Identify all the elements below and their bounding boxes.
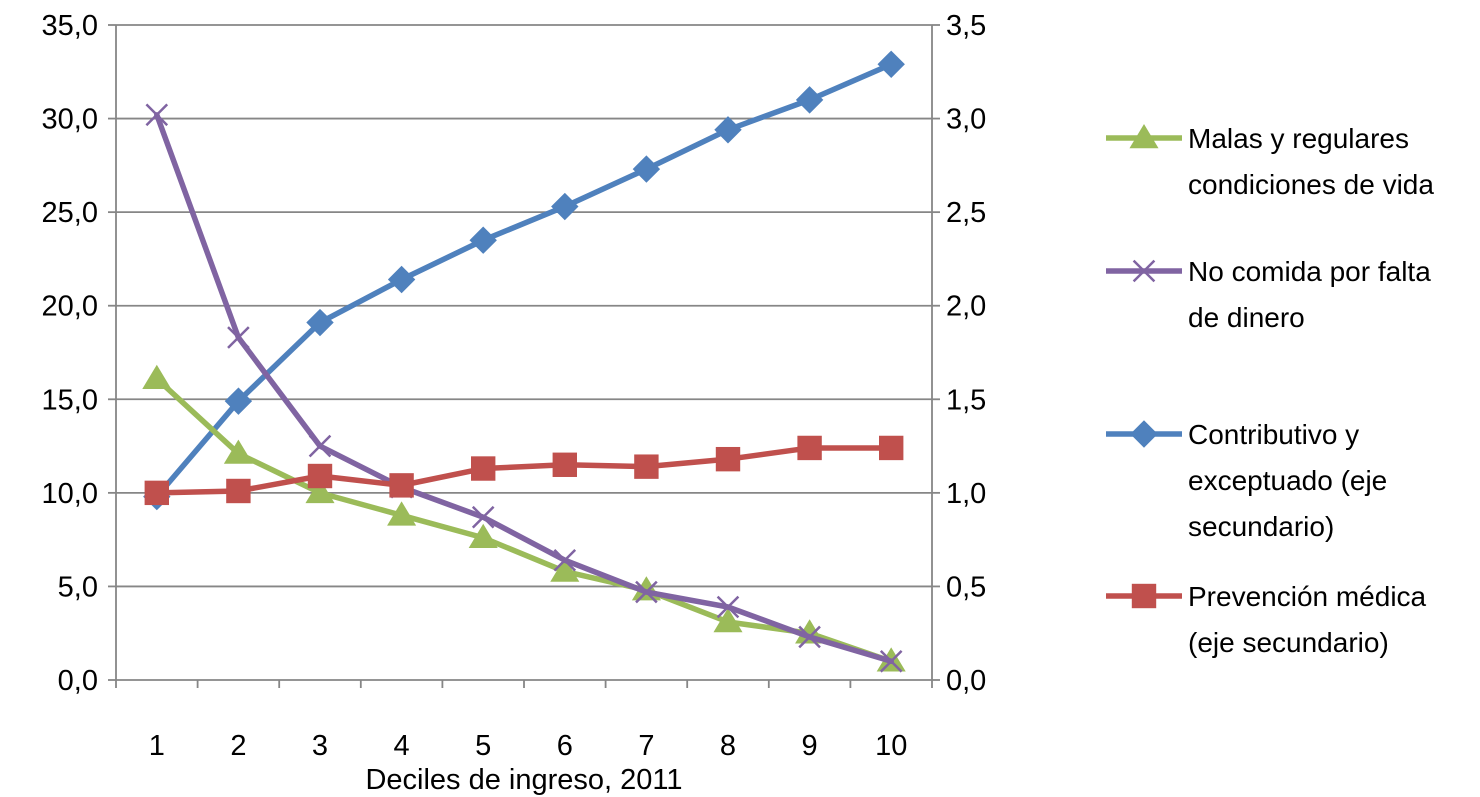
data-point-prevencion bbox=[634, 454, 659, 479]
x-tick-label: 5 bbox=[475, 730, 491, 762]
legend-item-malas: Malas y regulares condiciones de vida bbox=[1106, 123, 1434, 200]
data-point-prevencion bbox=[389, 473, 414, 498]
y-left-tick-label: 15,0 bbox=[42, 384, 98, 416]
data-point-malas bbox=[142, 364, 172, 389]
data-point-no_comida bbox=[635, 580, 658, 604]
data-point-no_comida bbox=[553, 548, 577, 572]
y-right-tick-label: 2,0 bbox=[946, 291, 986, 323]
legend-label: Malas y regulares bbox=[1188, 123, 1409, 154]
data-point-contributivo bbox=[714, 116, 742, 144]
y-right-tick-label: 3,5 bbox=[946, 10, 986, 42]
y-left-tick-label: 30,0 bbox=[42, 104, 98, 136]
series-layer bbox=[142, 50, 906, 673]
data-point-no_comida bbox=[716, 595, 740, 619]
x-tick-label: 6 bbox=[557, 730, 573, 762]
legend-item-prevencion: Prevención médica (eje secundario) bbox=[1106, 581, 1427, 658]
data-point-malas bbox=[223, 439, 253, 464]
y-right-tick-label: 1,5 bbox=[946, 384, 986, 416]
data-point-no_comida bbox=[227, 326, 250, 349]
data-point-prevencion bbox=[307, 463, 333, 489]
x-tick-label: 1 bbox=[149, 730, 165, 762]
legend-label: de dinero bbox=[1188, 302, 1305, 333]
y-right-tick-label: 2,5 bbox=[946, 197, 986, 229]
data-point-contributivo bbox=[632, 155, 661, 183]
data-point-contributivo bbox=[469, 226, 497, 254]
data-point-prevencion bbox=[144, 480, 170, 506]
y-left-tick-label: 25,0 bbox=[42, 197, 98, 229]
x-tick-label: 7 bbox=[638, 730, 654, 762]
data-point-no_comida bbox=[308, 434, 332, 458]
x-tick-label: 3 bbox=[312, 730, 328, 762]
gridlines bbox=[116, 24, 932, 588]
data-point-contributivo bbox=[795, 86, 824, 114]
x-tick-label: 10 bbox=[875, 730, 907, 762]
series-prevencion bbox=[144, 435, 904, 506]
legend-label: Prevención médica bbox=[1188, 581, 1427, 612]
series-line-no_comida bbox=[154, 112, 894, 665]
y-left-tick-label: 35,0 bbox=[42, 10, 98, 42]
x-tick-label: 9 bbox=[802, 730, 818, 762]
series-line-prevencion bbox=[154, 445, 894, 496]
data-point-prevencion bbox=[226, 478, 251, 504]
x-axis-title: Deciles de ingreso, 2011 bbox=[365, 764, 682, 796]
legend: Malas y regulares condiciones de vida No c… bbox=[1106, 123, 1434, 658]
legend-marker bbox=[1131, 583, 1157, 609]
legend-item-no_comida: No comida por falta de dinero bbox=[1106, 256, 1431, 333]
data-point-prevencion bbox=[552, 452, 577, 477]
legend-label: secundario) bbox=[1188, 511, 1334, 542]
data-point-contributivo bbox=[306, 308, 334, 337]
legend-label: exceptuado (eje bbox=[1188, 465, 1387, 496]
data-point-prevencion bbox=[879, 435, 904, 461]
y-right-tick-label: 3,0 bbox=[946, 104, 986, 136]
legend-label: (eje secundario) bbox=[1188, 627, 1389, 658]
data-point-malas bbox=[387, 501, 417, 526]
data-point-no_comida bbox=[471, 505, 495, 529]
legend-marker bbox=[1129, 124, 1159, 149]
x-tick-label: 2 bbox=[230, 730, 246, 762]
data-point-prevencion bbox=[715, 446, 741, 472]
legend-item-contributivo: Contributivo y exceptuado (eje secundario) bbox=[1106, 419, 1387, 542]
data-point-contributivo bbox=[224, 387, 253, 415]
data-point-no_comida bbox=[798, 625, 821, 649]
series-contributivo bbox=[143, 50, 905, 511]
data-point-malas bbox=[550, 557, 580, 582]
data-point-contributivo bbox=[551, 192, 579, 221]
legend-marker bbox=[1130, 420, 1158, 448]
axes: 0,0 0,0 5,0 0,5 10,0 1,0 15,0 1,5 20,0 2,0 25,0 2,5… bbox=[42, 10, 987, 762]
legend-label: condiciones de vida bbox=[1188, 169, 1434, 200]
legend-label: Contributivo y bbox=[1188, 419, 1359, 450]
data-point-no_comida bbox=[145, 103, 169, 127]
y-left-tick-label: 0,0 bbox=[58, 665, 98, 697]
data-point-no_comida bbox=[879, 650, 903, 673]
series-malas bbox=[142, 364, 906, 672]
y-left-tick-label: 10,0 bbox=[42, 478, 98, 510]
data-point-prevencion bbox=[797, 435, 822, 461]
data-point-contributivo bbox=[877, 50, 905, 79]
data-point-prevencion bbox=[471, 456, 496, 481]
data-point-malas bbox=[305, 478, 335, 504]
y-left-tick-label: 20,0 bbox=[42, 291, 98, 323]
x-tick-label: 8 bbox=[720, 730, 736, 762]
data-point-contributivo bbox=[387, 265, 416, 294]
y-right-tick-label: 0,0 bbox=[946, 665, 986, 697]
y-left-tick-label: 5,0 bbox=[58, 571, 98, 603]
series-line-contributivo bbox=[154, 61, 894, 500]
legend-marker bbox=[1132, 259, 1156, 283]
x-tick-label: 4 bbox=[394, 730, 410, 762]
data-point-malas bbox=[713, 608, 743, 633]
legend-label: No comida por falta bbox=[1188, 256, 1431, 287]
y-right-tick-label: 1,0 bbox=[946, 478, 986, 510]
y-right-tick-label: 0,5 bbox=[946, 571, 986, 603]
series-line-malas bbox=[154, 375, 894, 665]
data-point-malas bbox=[468, 523, 498, 549]
